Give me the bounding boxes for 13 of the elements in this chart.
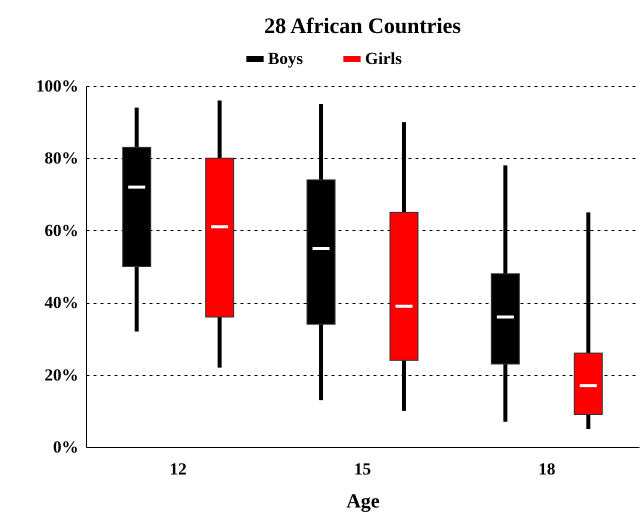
y-tick-label: 100% [36, 76, 78, 96]
y-tick-label: 20% [44, 365, 78, 384]
chart-title: 28 African Countries [264, 13, 462, 38]
y-tick-label: 0% [53, 438, 78, 456]
x-tick-label: 18 [538, 460, 556, 478]
x-tick-label: 12 [170, 460, 187, 478]
y-tick-label: 60% [44, 220, 78, 240]
legend-label: Boys [268, 49, 304, 68]
legend-label: Girls [365, 49, 402, 68]
y-tick-label: 40% [44, 293, 78, 312]
x-tick-label: 15 [354, 460, 371, 478]
x-axis-title: Age [346, 490, 380, 512]
y-tick-label: 80% [44, 148, 78, 168]
